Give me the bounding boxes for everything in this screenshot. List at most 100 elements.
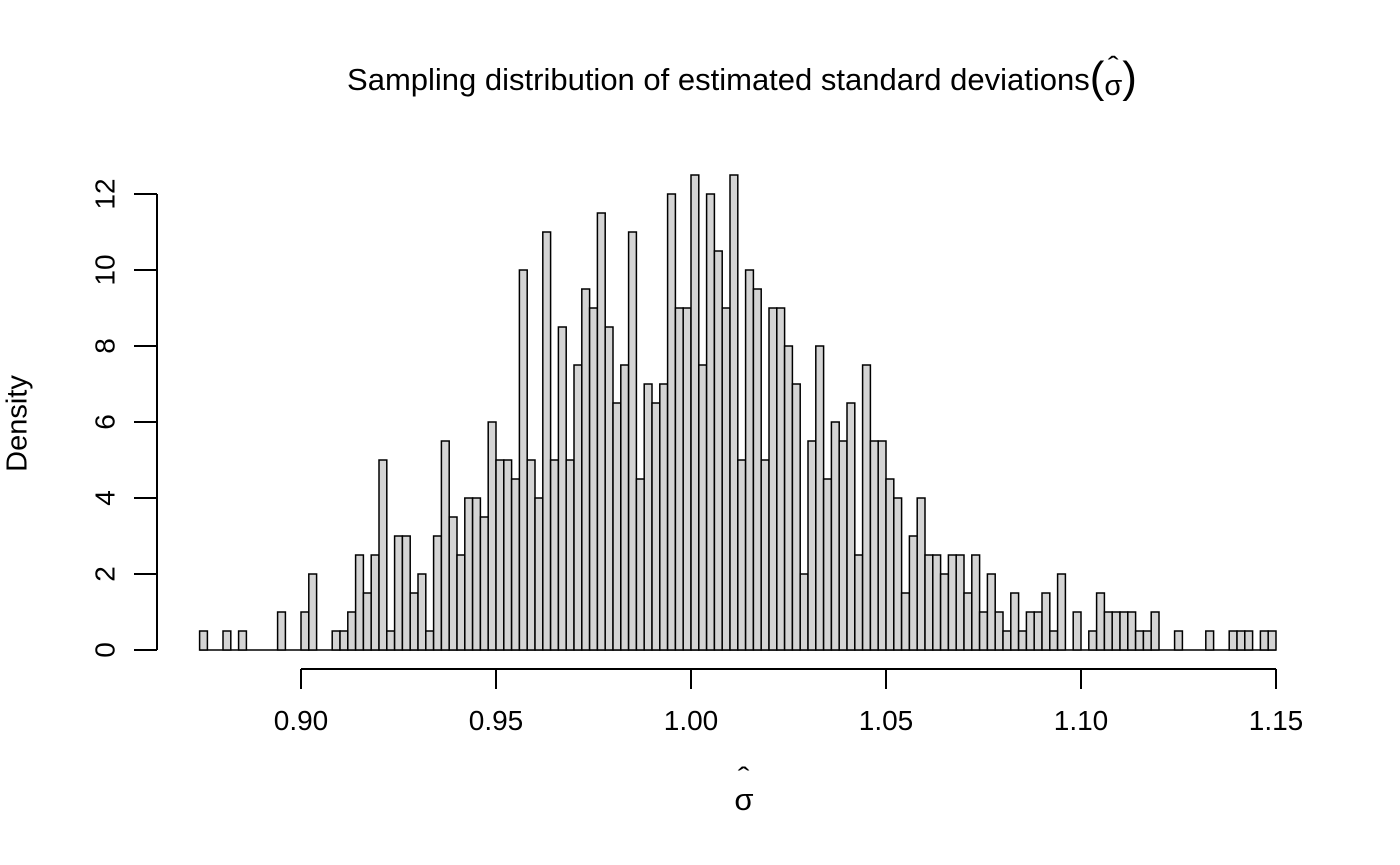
histogram-bar (510, 478, 521, 651)
histogram-bar (932, 554, 942, 651)
histogram-bar (1119, 611, 1129, 651)
y-axis-tick-label: 0 (90, 642, 121, 658)
histogram-bar (518, 269, 528, 651)
histogram-bar (955, 554, 965, 651)
histogram-bar (729, 174, 739, 651)
histogram-bar (1056, 573, 1067, 651)
x-axis-tick-label: 1.05 (859, 705, 914, 736)
histogram-bar (737, 459, 747, 651)
histogram-bar (783, 345, 794, 651)
histogram-bar (432, 535, 443, 651)
histogram-bar (198, 630, 209, 651)
histogram-bar (854, 554, 864, 651)
histogram-bar (393, 535, 404, 651)
histogram-bar (581, 288, 591, 651)
x-label-sigma-hat: ˆ σ (734, 762, 754, 817)
histogram-bar (799, 573, 809, 651)
histogram-bar (822, 478, 833, 651)
histogram-bar (986, 573, 996, 651)
x-label-sigma-glyph: σ (734, 782, 754, 817)
chart-title: Sampling distribution of estimated stand… (0, 51, 1400, 102)
histogram-bar (690, 174, 700, 651)
histogram-bar (354, 554, 365, 651)
histogram-bar (1017, 630, 1028, 651)
histogram-bar (440, 440, 450, 651)
histogram-bar (1002, 630, 1012, 651)
histogram-bar (503, 459, 513, 651)
histogram-bar (401, 535, 411, 651)
histogram-bar (456, 554, 466, 651)
histogram-bar (643, 383, 653, 651)
histogram-bar (276, 611, 287, 651)
histogram-bar (1259, 630, 1269, 651)
histogram-bar (776, 307, 786, 651)
x-axis-label: ˆ σ (712, 762, 776, 817)
histogram-bar (409, 592, 419, 651)
histogram-bar (573, 364, 583, 651)
histogram-bar (222, 630, 232, 651)
histogram-bar (869, 440, 879, 651)
histogram-bar (378, 459, 388, 651)
histogram-bar (1103, 611, 1113, 651)
x-label-hat-glyph: ˆ (738, 762, 750, 793)
y-axis-tick-label: 4 (90, 490, 121, 506)
histogram-bar (612, 402, 622, 651)
histogram-bar (924, 554, 934, 651)
x-axis: 0.90 0.95 1.00 1.05 1.10 1.15 (274, 668, 1304, 736)
histogram-bar (815, 345, 825, 651)
histogram-bar (861, 364, 872, 651)
x-axis-tick-label: 1.00 (664, 705, 719, 736)
hat-glyph: ˆ (1107, 51, 1119, 81)
histogram-bar (947, 554, 957, 651)
bars-group (198, 174, 1277, 651)
title-close-paren: ) (1122, 53, 1137, 102)
histogram-bar (659, 383, 669, 651)
histogram-bar (300, 611, 310, 651)
histogram-bar (596, 212, 606, 651)
histogram-bar (1088, 630, 1098, 651)
histogram-bar (534, 497, 544, 651)
histogram-bar (1134, 630, 1145, 651)
y-axis: 0 2 4 6 8 10 12 (90, 178, 158, 658)
histogram-bar (791, 383, 801, 651)
title-open-paren: ( (1089, 53, 1105, 102)
histogram-bar (838, 440, 848, 651)
histogram-bar (448, 516, 458, 651)
histogram-bar (308, 573, 318, 651)
histogram-bar (1236, 630, 1246, 651)
histogram-bar (1010, 592, 1020, 651)
histogram-bar (339, 630, 349, 651)
histogram-bar (627, 231, 638, 651)
histogram-bar (565, 459, 575, 651)
histogram-bar (1142, 630, 1152, 651)
histogram-bar (978, 611, 989, 651)
chart-title-text: Sampling distribution of estimated stand… (347, 62, 1090, 97)
histogram-bar (939, 573, 950, 651)
histogram-bar (588, 307, 599, 651)
histogram-bar (963, 592, 973, 651)
histogram-bar (1127, 611, 1137, 651)
histogram-bar (526, 459, 536, 651)
histogram-bar (721, 307, 731, 651)
y-axis-tick-label: 6 (90, 414, 121, 430)
histogram-bar (674, 307, 684, 651)
histogram-bar (370, 554, 380, 651)
x-axis-tick-label: 1.15 (1249, 705, 1304, 736)
histogram-bar (1033, 611, 1043, 651)
histogram-bar (698, 364, 708, 651)
histogram-bar (877, 440, 887, 651)
histogram-bar (744, 269, 755, 651)
x-axis-tick-label: 1.10 (1054, 705, 1109, 736)
histogram-bar (1095, 592, 1106, 651)
histogram-bar (1049, 630, 1059, 651)
sigma-glyph: σ (1104, 70, 1123, 102)
histogram-bar (651, 402, 661, 651)
histogram-bar (893, 497, 903, 651)
histogram-bar (464, 497, 474, 651)
histogram-bar (916, 497, 926, 651)
histogram-bar (425, 630, 435, 651)
histogram-bar (417, 573, 427, 651)
histogram-bar (604, 326, 614, 651)
histogram-bar (1244, 630, 1254, 651)
